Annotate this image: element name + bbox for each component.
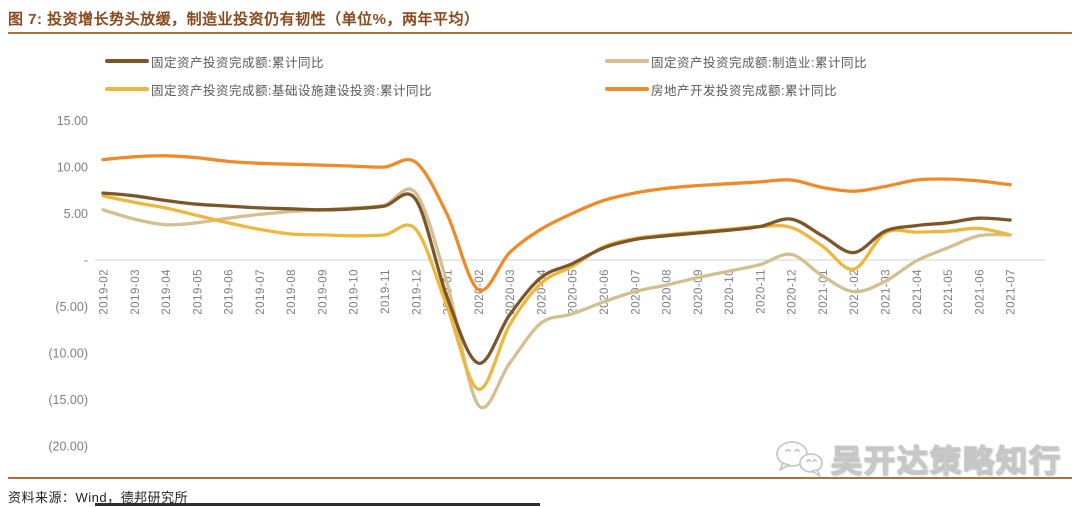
series-line-2 [101, 194, 1012, 391]
y-tick-label: 15.00 [57, 114, 88, 128]
x-tick-label: 2021-03 [881, 269, 893, 315]
legend-label: 房地产开发投资完成额:累计同比 [651, 83, 837, 98]
x-tick-label: 2019-03 [130, 269, 142, 315]
x-tick-label: 2020-08 [662, 269, 674, 315]
watermark: 吴开达策略知行 [773, 436, 1062, 481]
y-tick-label: 5.00 [64, 207, 88, 221]
chart-legend: 固定资产投资完成额:累计同比固定资产投资完成额:基础设施建设投资:累计同比 固定… [0, 52, 1080, 107]
x-tick-label: 2020-05 [568, 269, 580, 315]
y-tick-label: (20.00) [48, 440, 88, 454]
x-tick-label: 2020-09 [693, 269, 705, 315]
x-tick-label: 2019-05 [192, 269, 204, 315]
x-tick-label: 2019-09 [317, 269, 329, 315]
y-tick-label: 10.00 [57, 161, 88, 175]
legend-label: 固定资产投资完成额:制造业:累计同比 [651, 55, 867, 70]
legend-swatch [105, 87, 149, 91]
x-tick-label: 2019-07 [255, 269, 267, 315]
legend-item: 房地产开发投资完成额:累计同比 [605, 80, 867, 98]
legend-item: 固定资产投资完成额:基础设施建设投资:累计同比 [105, 80, 432, 98]
x-tick-label: 2020-10 [724, 269, 736, 315]
series-line-1 [101, 187, 1012, 410]
source-note: 资料来源：Wind，德邦研究所 [8, 490, 189, 505]
partial-bottom-divider [95, 503, 540, 506]
x-tick-label: 2021-06 [974, 269, 986, 315]
x-tick-label: 2020-03 [505, 269, 517, 315]
y-tick-label: - [84, 254, 88, 268]
x-tick-label: 2020-06 [599, 269, 611, 315]
x-tick-label: 2019-08 [286, 269, 298, 315]
y-tick-label: (15.00) [48, 393, 88, 407]
figure-title: 图 7: 投资增长势头放缓，制造业投资仍有韧性（单位%，两年平均） [8, 11, 480, 28]
x-tick-label: 2019-12 [411, 269, 423, 315]
legend-column-left: 固定资产投资完成额:累计同比固定资产投资完成额:基础设施建设投资:累计同比 [105, 52, 432, 108]
legend-swatch [605, 59, 649, 63]
x-tick-label: 2020-12 [787, 269, 799, 315]
series-line-3 [101, 154, 1012, 293]
wechat-icon [776, 440, 823, 477]
x-tick-label: 2019-10 [349, 269, 361, 315]
x-tick-label: 2019-06 [224, 269, 236, 315]
x-tick-label: 2019-02 [99, 269, 111, 315]
line-chart: 15.00 10.00 5.00 - (5.00) (10.00) (15.00) (20.0… [48, 114, 1045, 454]
legend-item: 固定资产投资完成额:累计同比 [105, 52, 432, 70]
y-tick-label: (5.00) [55, 300, 88, 314]
series-line-0 [101, 191, 1012, 365]
footer-divider [8, 477, 1072, 479]
x-tick-label: 2019-11 [380, 269, 392, 314]
legend-label: 固定资产投资完成额:基础设施建设投资:累计同比 [151, 83, 432, 98]
legend-item: 固定资产投资完成额:制造业:累计同比 [605, 52, 867, 70]
y-tick-label: (10.00) [48, 347, 88, 361]
x-tick-label: 2019-04 [161, 269, 173, 315]
title-divider [8, 32, 1072, 34]
legend-label: 固定资产投资完成额:累计同比 [151, 55, 324, 70]
x-tick-label: 2021-04 [912, 269, 924, 315]
x-tick-label: 2021-05 [943, 269, 955, 315]
legend-column-right: 固定资产投资完成额:制造业:累计同比 房地产开发投资完成额:累计同比 [605, 52, 867, 108]
x-tick-label: 2021-07 [1006, 269, 1018, 315]
watermark-text: 吴开达策略知行 [830, 443, 1062, 479]
legend-swatch [605, 87, 649, 91]
x-tick-label: 2020-11 [755, 269, 767, 314]
legend-swatch [105, 59, 149, 63]
